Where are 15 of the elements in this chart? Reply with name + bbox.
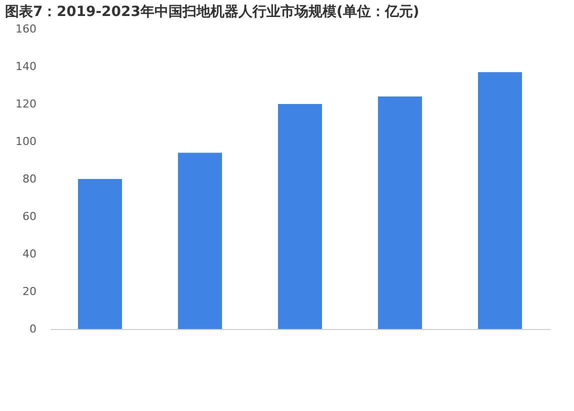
- y-tick-label: 40: [22, 248, 36, 260]
- y-tick-label: 100: [16, 135, 36, 148]
- y-tick-label: 0: [30, 322, 36, 336]
- bar: [278, 104, 322, 329]
- y-tick-label: 140: [16, 60, 36, 73]
- y-tick-label: 60: [22, 210, 36, 223]
- bar: [378, 96, 422, 329]
- y-tick-label: 120: [16, 98, 36, 110]
- y-tick-label: 20: [22, 285, 36, 298]
- bar: [78, 179, 122, 329]
- bar: [178, 152, 222, 329]
- y-tick-label: 80: [22, 172, 36, 186]
- bar: [478, 72, 522, 329]
- y-tick-label: 160: [16, 22, 36, 36]
- chart-title: 图表7：2019-2023年中国扫地机器人行业市场规模(单位：亿元): [5, 3, 420, 20]
